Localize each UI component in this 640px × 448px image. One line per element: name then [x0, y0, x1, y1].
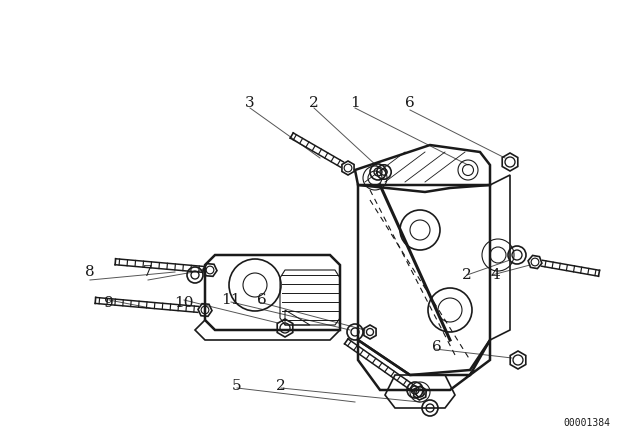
Text: 10: 10: [174, 296, 194, 310]
Text: 9: 9: [104, 296, 114, 310]
Text: 5: 5: [232, 379, 242, 393]
Text: 3: 3: [245, 96, 255, 110]
Text: 00001384: 00001384: [563, 418, 610, 428]
Text: 6: 6: [432, 340, 442, 354]
Text: 8: 8: [85, 265, 95, 279]
Text: 11: 11: [221, 293, 241, 307]
Text: 2: 2: [462, 268, 472, 282]
Text: 6: 6: [405, 96, 415, 110]
Text: 4: 4: [490, 268, 500, 282]
Text: 2: 2: [309, 96, 319, 110]
Text: 1: 1: [350, 96, 360, 110]
Text: 7: 7: [143, 265, 153, 279]
Text: 2: 2: [276, 379, 286, 393]
Text: 6: 6: [257, 293, 267, 307]
